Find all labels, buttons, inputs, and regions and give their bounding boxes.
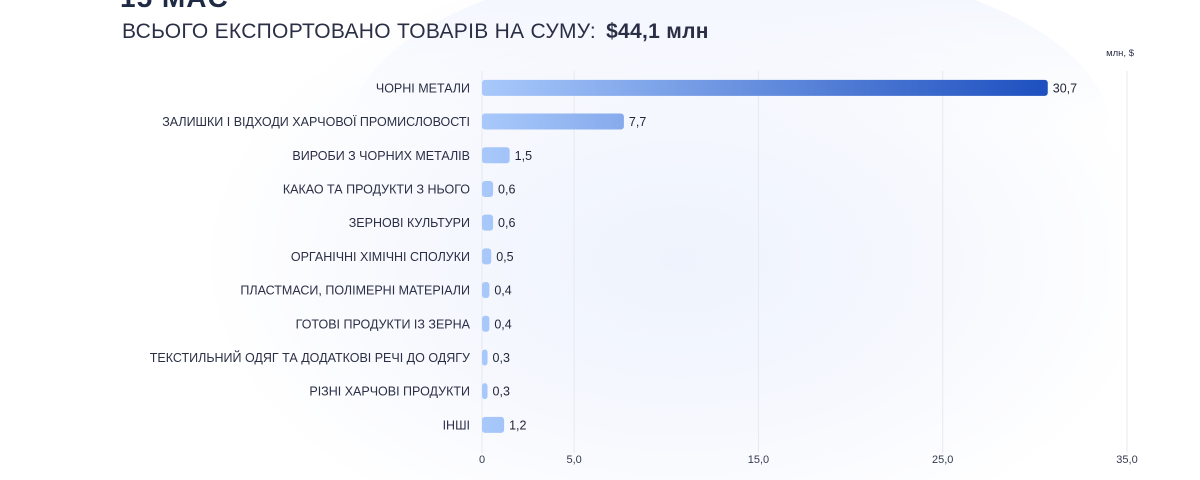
bar: [482, 315, 490, 332]
value-label: 0,5: [496, 250, 513, 264]
bar: [482, 147, 510, 164]
chart-subtitle: ВСЬОГО ЕКСПОРТОВАНО ТОВАРІВ НА СУМУ: $44,…: [122, 20, 709, 44]
value-label: 0,4: [494, 284, 511, 298]
value-label: 0,4: [494, 317, 511, 331]
unit-label: млн, $: [1106, 48, 1135, 59]
value-label: 1,2: [509, 418, 526, 432]
value-label: 1,5: [515, 149, 532, 163]
value-label: 30,7: [1053, 81, 1077, 95]
category-label: ЧОРНІ МЕТАЛИ: [376, 81, 470, 95]
category-label: ЗАЛИШКИ І ВІДХОДИ ХАРЧОВОЇ ПРОМИСЛОВОСТІ: [162, 115, 470, 129]
category-label: РІЗНІ ХАРЧОВІ ПРОДУКТИ: [309, 385, 470, 399]
value-label: 0,6: [498, 182, 515, 196]
category-label: ОРГАНІЧНІ ХІМІЧНІ СПОЛУКИ: [291, 250, 470, 264]
x-tick-label: 5,0: [566, 454, 581, 466]
bar: [482, 416, 505, 433]
bar: [482, 214, 494, 231]
bar: [482, 79, 1048, 96]
category-label: ПЛАСТМАСИ, ПОЛІМЕРНІ МАТЕРІАЛИ: [240, 284, 470, 298]
x-tick-label: 35,0: [1116, 454, 1137, 466]
x-tick-label: 25,0: [932, 454, 953, 466]
subtitle-text: ВСЬОГО ЕКСПОРТОВАНО ТОВАРІВ НА СУМУ:: [122, 20, 597, 43]
total-value: $44,1 млн: [606, 20, 709, 43]
category-label: ІНШІ: [443, 418, 470, 432]
category-label: КАКАО ТА ПРОДУКТИ З НЬОГО: [283, 182, 470, 196]
bar: [482, 180, 494, 197]
category-label: ЗЕРНОВІ КУЛЬТУРИ: [349, 216, 470, 230]
category-label: ГОТОВІ ПРОДУКТИ ІЗ ЗЕРНА: [296, 317, 471, 331]
value-label: 7,7: [629, 115, 646, 129]
category-label: ВИРОБИ З ЧОРНИХ МЕТАЛІВ: [292, 149, 470, 163]
bar: [482, 282, 490, 299]
bar: [482, 248, 492, 265]
category-label: ТЕКСТИЛЬНИЙ ОДЯГ ТА ДОДАТКОВІ РЕЧІ ДО ОД…: [150, 350, 470, 365]
bar: [482, 383, 488, 400]
bar: [482, 113, 624, 130]
value-label: 0,3: [493, 385, 510, 399]
page-title-cut: 15 MAC: [120, 0, 229, 14]
value-label: 0,3: [493, 351, 510, 365]
value-label: 0,6: [498, 216, 515, 230]
x-tick-label: 0: [479, 454, 485, 466]
bar: [482, 349, 488, 366]
x-tick-label: 15,0: [748, 454, 769, 466]
